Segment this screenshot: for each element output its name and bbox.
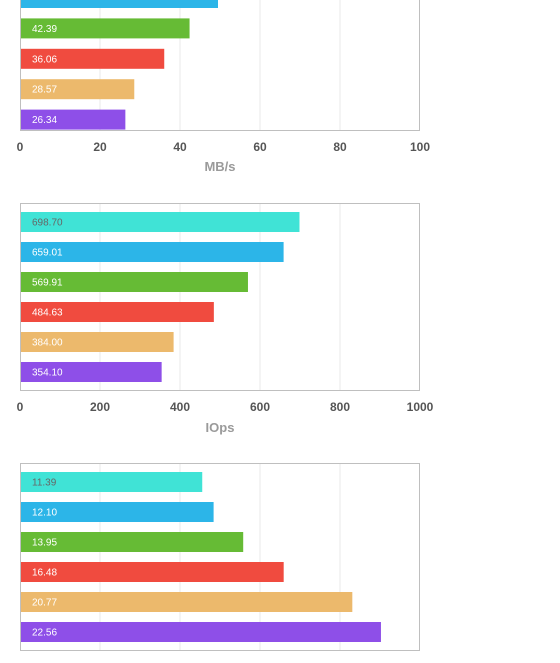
bar-value-label: 36.06 bbox=[32, 54, 57, 65]
bar bbox=[20, 79, 135, 100]
bar bbox=[20, 502, 214, 522]
bar bbox=[20, 48, 165, 69]
x-tick-label: 0 bbox=[17, 140, 24, 154]
bars: 698.70 659.01 569.91 484.63 384.00 354.10 bbox=[20, 212, 300, 382]
x-tick-label: 100 bbox=[410, 140, 430, 154]
bar bbox=[20, 622, 381, 642]
bar bbox=[20, 562, 284, 582]
x-tick-label: 80 bbox=[333, 140, 347, 154]
plot-frame bbox=[20, 0, 420, 131]
bar-value-label: 698.70 bbox=[32, 218, 63, 229]
bar bbox=[20, 0, 218, 8]
x-tick-label: 800 bbox=[330, 400, 350, 414]
bar-value-label: 354.10 bbox=[32, 368, 63, 379]
x-tick-label: 600 bbox=[250, 400, 270, 414]
x-tick-label: 1000 bbox=[407, 400, 434, 414]
bar bbox=[20, 18, 190, 39]
bar-value-label: 42.39 bbox=[32, 24, 57, 35]
bar-value-label: 13.95 bbox=[32, 538, 57, 549]
bar bbox=[20, 472, 203, 492]
x-tick-label: 60 bbox=[253, 140, 267, 154]
bar bbox=[20, 592, 353, 612]
x-tick-label: 400 bbox=[170, 400, 190, 414]
chart-3: 11.39 12.10 13.95 16.48 20.77 22.56 bbox=[20, 463, 420, 651]
bar-value-label: 20.77 bbox=[32, 598, 57, 609]
bar bbox=[20, 109, 126, 130]
bar bbox=[20, 242, 284, 262]
x-tick-label: 20 bbox=[93, 140, 107, 154]
plot-frame bbox=[20, 203, 420, 391]
chart-2: 698.70 659.01 569.91 484.63 384.00 354.10 0 200… bbox=[17, 203, 434, 435]
x-axis-title: IOps bbox=[206, 420, 235, 435]
x-axis-title: MB/s bbox=[204, 159, 235, 174]
bar bbox=[20, 272, 248, 292]
chart-1: 42.39 36.06 28.57 26.34 0 20 40 60 80 100 MB/s bbox=[17, 0, 430, 174]
x-tick-label: 200 bbox=[90, 400, 110, 414]
x-tick-label: 0 bbox=[17, 400, 24, 414]
bar bbox=[20, 332, 174, 352]
bar-value-label: 11.39 bbox=[32, 478, 57, 489]
bar bbox=[20, 362, 162, 382]
plot-frame bbox=[20, 463, 420, 651]
bar-value-label: 28.57 bbox=[32, 85, 57, 96]
bar bbox=[20, 212, 300, 232]
bar-value-label: 484.63 bbox=[32, 308, 63, 319]
bar bbox=[20, 302, 214, 322]
bar-value-label: 384.00 bbox=[32, 338, 63, 349]
bar-value-label: 26.34 bbox=[32, 115, 57, 126]
bar-value-label: 22.56 bbox=[32, 628, 57, 639]
bars: 42.39 36.06 28.57 26.34 bbox=[20, 0, 218, 130]
x-tick-label: 40 bbox=[173, 140, 187, 154]
bar bbox=[20, 532, 244, 552]
bar-value-label: 12.10 bbox=[32, 508, 57, 519]
bar-value-label: 16.48 bbox=[32, 568, 57, 579]
bar-value-label: 659.01 bbox=[32, 248, 63, 259]
bar-value-label: 569.91 bbox=[32, 278, 63, 289]
bars: 11.39 12.10 13.95 16.48 20.77 22.56 bbox=[20, 472, 381, 642]
